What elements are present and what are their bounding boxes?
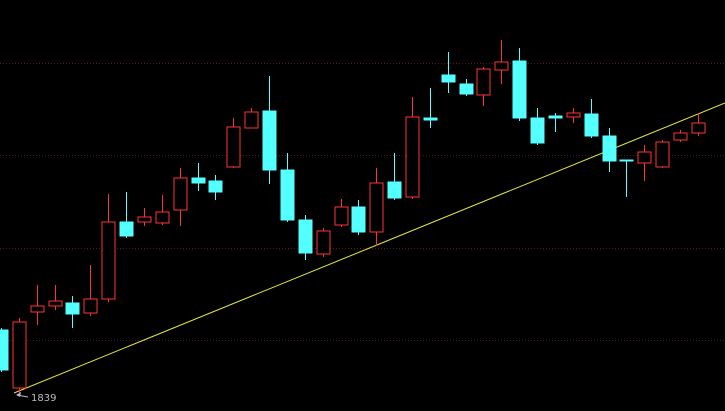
down-candle-body xyxy=(584,113,599,137)
down-candle-body xyxy=(387,181,402,199)
down-candle-body xyxy=(0,329,9,371)
up-candle-body xyxy=(155,211,170,224)
up-candle-body xyxy=(494,61,509,71)
up-candle-body xyxy=(101,221,116,300)
up-candle-body xyxy=(334,206,349,226)
down-candle-body xyxy=(619,159,634,162)
up-candle-body xyxy=(226,126,241,168)
down-candle-body xyxy=(441,74,456,83)
up-candle-body xyxy=(173,177,188,211)
candles xyxy=(0,40,706,393)
low-annotation: 1839 xyxy=(31,393,56,404)
up-candle-body xyxy=(244,111,259,129)
down-candle-body xyxy=(298,219,313,254)
down-candle-body xyxy=(208,180,223,193)
up-candle-body xyxy=(637,151,652,164)
up-candle-body xyxy=(566,112,581,118)
up-candle-body xyxy=(48,300,63,307)
down-candle-body xyxy=(423,117,438,121)
down-candle-body xyxy=(351,206,366,233)
grid xyxy=(0,63,725,341)
annotation-arrowhead xyxy=(16,392,21,397)
up-candle-body xyxy=(476,68,491,96)
down-candle-body xyxy=(530,117,545,144)
up-candle-body xyxy=(316,230,331,255)
down-candle-body xyxy=(548,115,563,119)
down-candle-body xyxy=(512,60,527,119)
down-candle-body xyxy=(262,110,277,171)
down-candle-body xyxy=(119,221,134,237)
up-candle-body xyxy=(30,305,45,313)
down-candle-body xyxy=(65,302,80,315)
up-candle-body xyxy=(655,141,670,168)
down-candle-body xyxy=(280,169,295,221)
up-candle-body xyxy=(673,132,688,141)
up-candle-body xyxy=(405,116,420,198)
up-candle-body xyxy=(12,321,27,389)
up-candle-body xyxy=(137,216,152,223)
up-candle-body xyxy=(83,298,98,314)
up-candle-body xyxy=(369,182,384,233)
down-candle-body xyxy=(191,177,206,184)
down-candle-body xyxy=(459,83,474,95)
down-candle-body xyxy=(602,135,617,162)
up-candle-body xyxy=(691,122,706,134)
